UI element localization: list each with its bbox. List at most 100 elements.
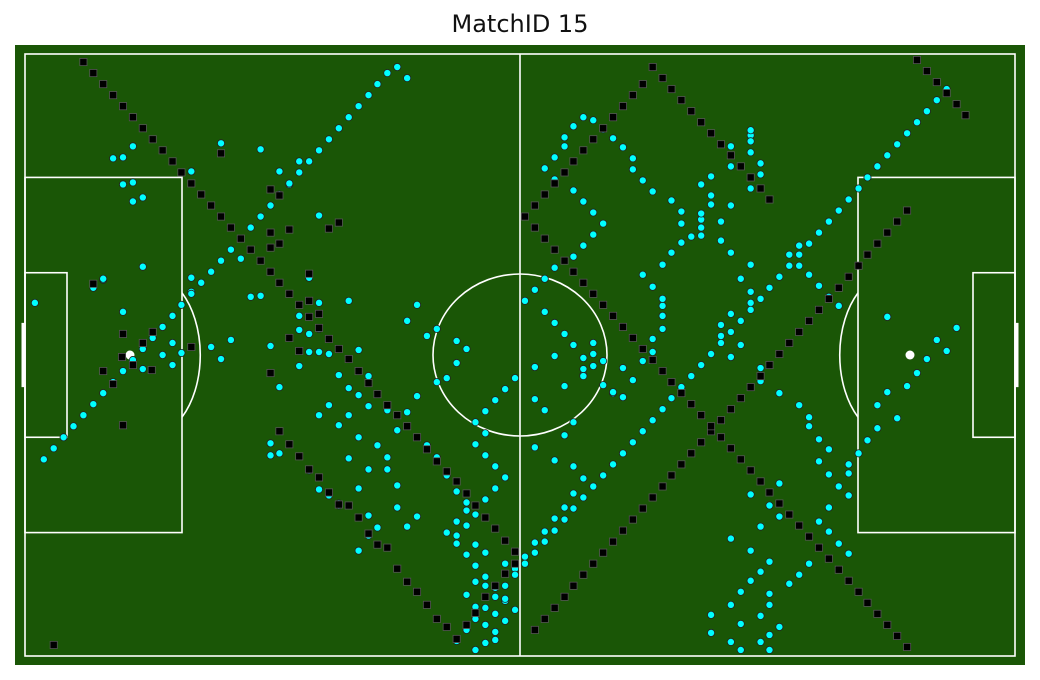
circle-point [834,301,843,310]
circle-point [305,347,314,356]
circle-point [707,172,716,181]
square-point [716,416,725,425]
circle-point [471,561,480,570]
circle-point [266,201,275,210]
square-point [511,559,520,568]
square-point [452,477,461,486]
square-point [893,217,902,226]
circle-point [354,484,363,493]
square-point [481,513,490,522]
circle-point [471,577,480,586]
square-point [128,113,137,122]
circle-point [628,438,637,447]
circle-point [256,291,265,300]
circle-point [315,347,324,356]
square-point [266,228,275,237]
square-point [442,467,451,476]
square-point [138,338,147,347]
circle-point [912,369,921,378]
circle-point [89,400,98,409]
square-point [285,440,294,449]
circle-point [354,102,363,111]
circle-point [756,637,765,646]
circle-point [746,490,755,499]
square-point [736,455,745,464]
circle-point [266,451,275,460]
circle-point [354,345,363,354]
right-penalty-spot [905,350,915,360]
circle-point [814,281,823,290]
circle-point [383,453,392,462]
circle-point [119,307,128,316]
square-point [334,500,343,509]
circle-point [824,470,833,479]
circle-point [501,473,510,482]
circle-point [893,414,902,423]
square-point [775,499,784,508]
circle-point [560,503,569,512]
circle-point [628,165,637,174]
circle-point [383,465,392,474]
circle-point [295,311,304,320]
square-point [315,323,324,332]
square-point [334,218,343,227]
circle-point [912,118,921,127]
square-point [687,400,696,409]
circle-point [795,261,804,270]
circle-point [501,616,510,625]
circle-point [707,349,716,358]
circle-point [814,228,823,237]
square-point [667,471,676,480]
square-point [197,190,206,199]
square-point [667,85,676,94]
circle-point [452,531,461,540]
chart-title: MatchID 15 [451,10,589,38]
circle-point [677,219,686,228]
right-six-yard-box [972,271,1016,439]
square-point [275,191,284,200]
circle-point [736,316,745,325]
circle-point [746,546,755,555]
circle-point [344,411,353,420]
square-point [854,587,863,596]
circle-point [295,157,304,166]
square-point [746,173,755,182]
square-point [119,329,128,338]
square-point [550,245,559,254]
circle-point [707,610,716,619]
circle-point [364,402,373,411]
circle-point [217,256,226,265]
circle-point [187,273,196,282]
circle-point [569,186,578,195]
circle-point [442,528,451,537]
circle-point [540,537,549,546]
circle-point [481,407,490,416]
circle-point [491,609,500,618]
circle-point [462,590,471,599]
square-point [883,620,892,629]
square-point [746,383,755,392]
square-point [393,411,402,420]
circle-point [579,474,588,483]
circle-point [550,514,559,523]
circle-point [481,620,490,629]
circle-point [569,504,578,513]
square-point [295,300,304,309]
circle-point [540,406,549,415]
square-point [295,346,304,355]
square-point [775,349,784,358]
circle-point [756,567,765,576]
square-point [226,223,235,232]
circle-point [775,512,784,521]
square-point [109,380,118,389]
circle-point [452,359,461,368]
square-point [756,477,765,486]
circle-point [726,353,735,362]
circle-point [726,637,735,646]
circle-point [658,324,667,333]
circle-point [138,262,147,271]
circle-point [217,139,226,148]
circle-point [373,80,382,89]
circle-point [354,391,363,400]
circle-point [471,510,480,519]
